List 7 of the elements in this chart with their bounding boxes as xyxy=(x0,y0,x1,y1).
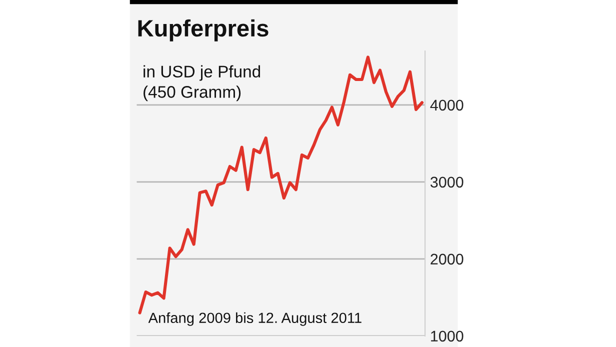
text: in USD je Pfund (450 Gramm) xyxy=(144,65,260,102)
y-tick-label: 4000 xyxy=(430,100,464,111)
y-tick-label: 3000 xyxy=(430,176,464,188)
y-tick-label: 2000 xyxy=(430,254,464,265)
chart-title: Kupferpreis xyxy=(138,19,268,42)
y-tick-label: 1000 xyxy=(431,330,464,342)
annotation: Anfang 2009 bis 12. August 2011 xyxy=(148,312,362,326)
